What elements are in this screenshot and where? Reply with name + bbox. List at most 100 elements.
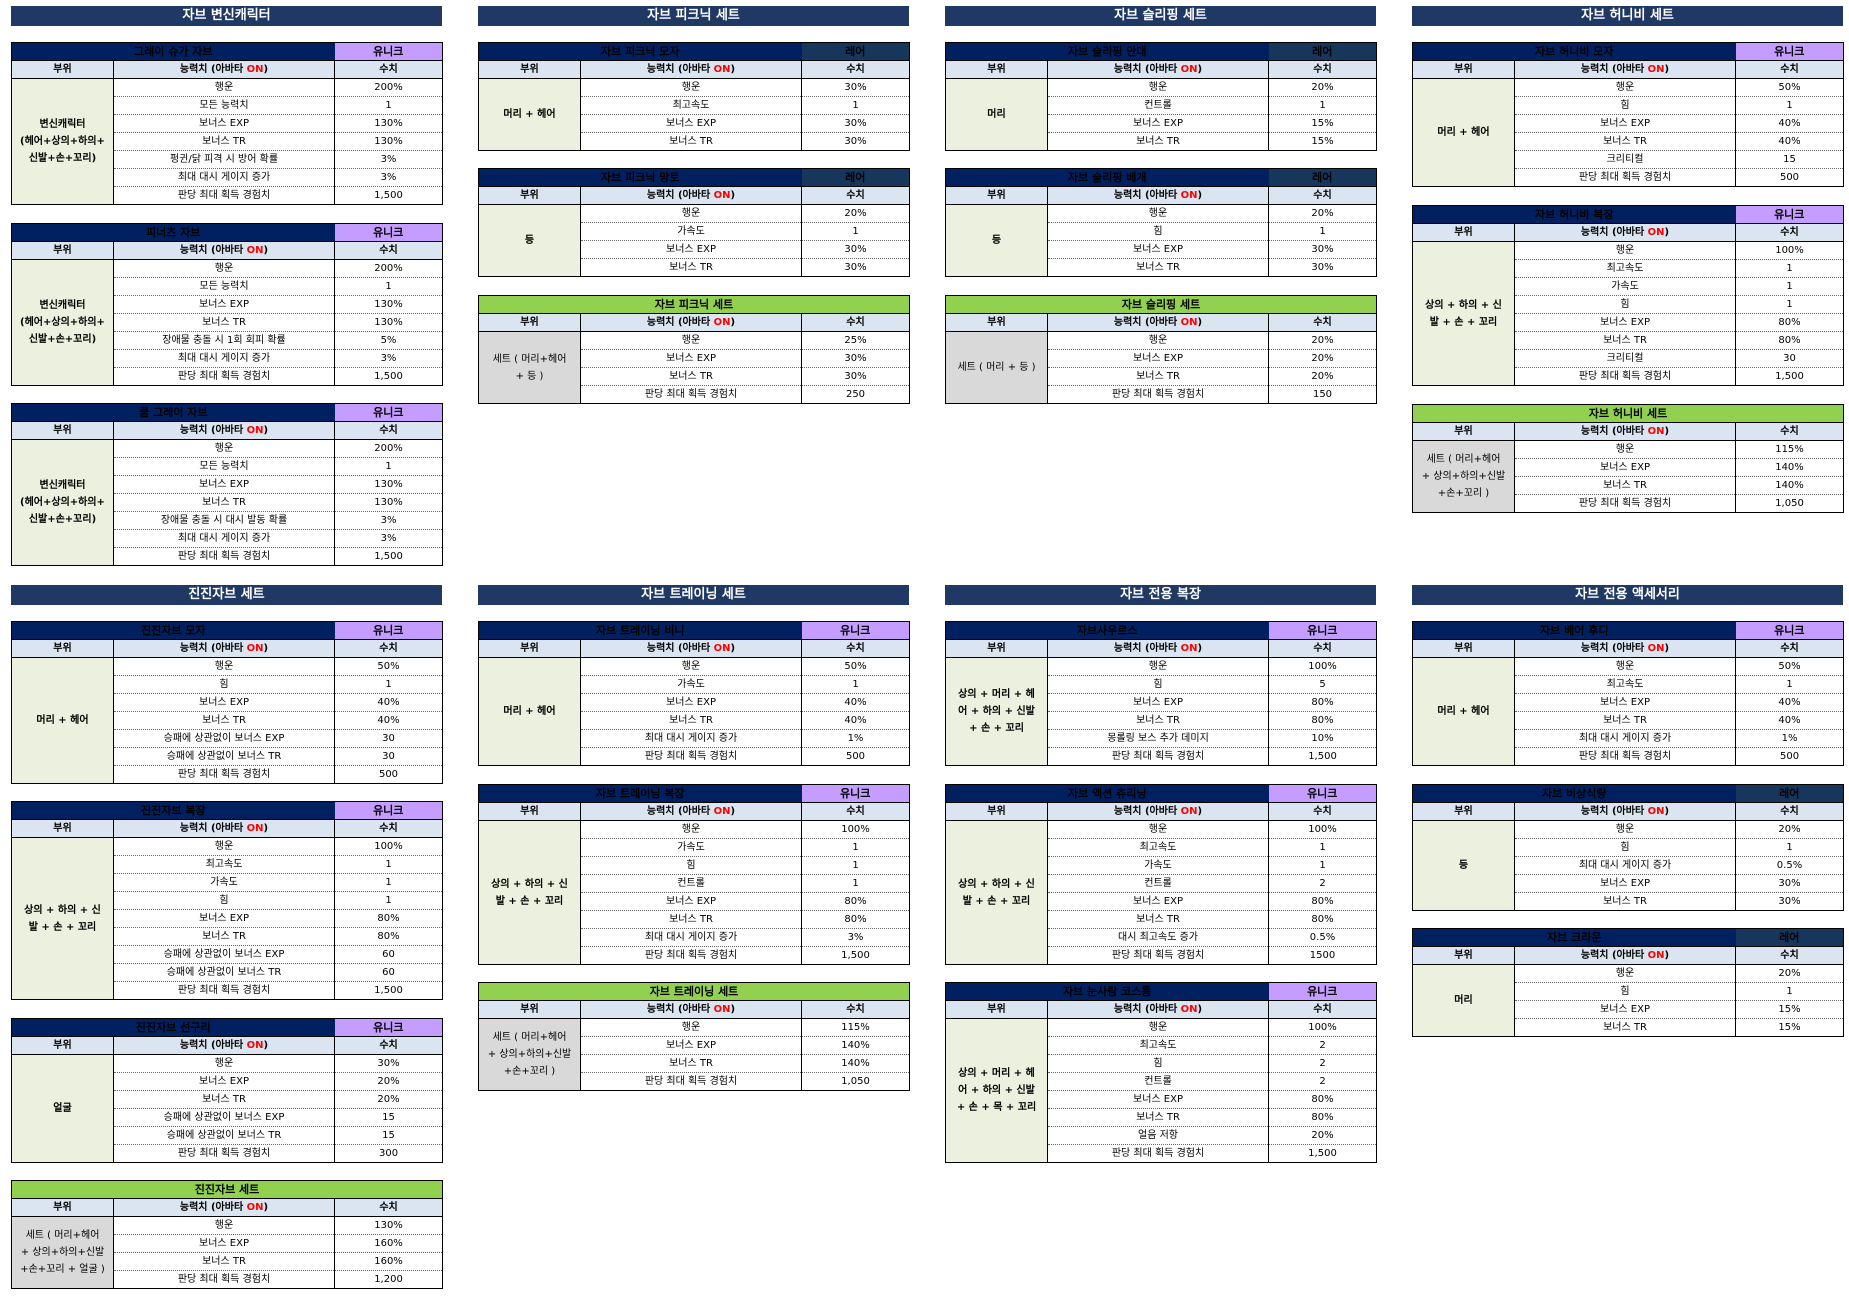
stat-name: 보너스 TR	[580, 711, 802, 730]
stat-header-suffix: )	[1197, 806, 1203, 817]
stat-value: 3%	[334, 529, 443, 548]
item-table: 자브 크라운 레어 부위 능력치 (아바타 ON) 수치 머리 행운 20% 힘 1 보너스 EXP…	[1412, 928, 1844, 1037]
stat-name: 보너스 TR	[1514, 892, 1736, 911]
stat-value: 30%	[1735, 874, 1844, 893]
stat-row: 보너스 EXP 20%	[12, 1072, 443, 1091]
stat-name: 장애물 충돌 시 대시 발동 확률	[113, 511, 336, 530]
stat-header-suffix: )	[1197, 64, 1203, 75]
stat-value: 3%	[801, 928, 910, 947]
avatar-on-label: ON	[246, 245, 264, 256]
value-header: 수치	[334, 639, 443, 658]
stat-name: 행운	[1514, 440, 1736, 459]
stat-value: 1	[1268, 222, 1377, 241]
stat-name: 보너스 EXP	[1514, 114, 1736, 133]
stat-name: 보너스 EXP	[113, 295, 335, 314]
stat-header: 능력치 (아바타 ON)	[113, 60, 335, 79]
stat-name: 보너스 TR	[113, 1090, 336, 1109]
grade-badge: 레어	[1268, 168, 1377, 187]
item-table: 자브 피크닉 모자 레어 부위 능력치 (아바타 ON) 수치 머리 + 헤어 행운 30% 최…	[478, 42, 910, 151]
stat-name: 판당 최대 획득 경험치	[580, 946, 802, 965]
section-title: 자브 전용 액세서리	[1412, 585, 1843, 605]
part-header: 부위	[11, 1198, 114, 1217]
stat-name: 보너스 EXP	[580, 240, 802, 259]
stat-value: 1	[1268, 96, 1377, 115]
stat-row: 펑귄/닭 피격 시 방어 확률 3%	[12, 150, 443, 169]
avatar-on-label: ON	[713, 806, 731, 817]
stat-row: 보너스 EXP 40%	[12, 693, 443, 712]
stat-row: 보너스 EXP 15%	[1413, 1000, 1844, 1019]
stat-row: 보너스 TR 30%	[479, 258, 910, 277]
stat-name: 행운	[1514, 964, 1736, 983]
stat-name: 보너스 EXP	[113, 1234, 335, 1253]
grade-badge: 유니크	[1268, 621, 1377, 640]
stat-name: 크리티컬	[1514, 349, 1736, 368]
part-header: 부위	[478, 639, 581, 658]
stat-name: 보너스 TR	[1514, 132, 1736, 151]
stat-header-prefix: 능력치 (아바타	[179, 245, 247, 256]
stat-row: 보너스 TR 20%	[12, 1090, 443, 1109]
stat-value: 130%	[334, 475, 443, 494]
stat-name: 컨트롤	[1047, 96, 1269, 115]
stat-value: 80%	[801, 910, 910, 929]
stat-name: 행운	[1047, 78, 1269, 97]
avatar-on-label: ON	[1180, 806, 1198, 817]
stat-header-prefix: 능력치 (아바타	[179, 425, 247, 436]
stat-row: 상의 + 머리 + 헤 어 + 하의 + 신발 + 손 + 꼬리 행운 100%	[945, 657, 1377, 766]
stat-header-suffix: )	[263, 425, 269, 436]
stat-value: 3%	[334, 511, 443, 530]
stat-value: 1,050	[1775, 498, 1804, 509]
stat-row: 보너스 EXP 80%	[1413, 313, 1844, 332]
stat-row: 보너스 EXP 40%	[1413, 114, 1844, 133]
stat-row: 세트 ( 머리+헤어 + 상의+하의+신발 +손+꼬리 ) 행운 115%	[478, 1018, 910, 1091]
grade-badge: 유니크	[334, 223, 443, 242]
stat-value: 1	[1735, 277, 1844, 296]
stat-value: 2	[1268, 1072, 1377, 1091]
stat-value: 5	[1268, 675, 1377, 694]
grade-badge: 레어	[1268, 42, 1377, 61]
stat-name: 행운	[580, 657, 802, 676]
stat-value: 1	[1735, 982, 1844, 1001]
stat-name: 보너스 EXP	[1514, 1000, 1736, 1019]
stat-header-suffix: )	[263, 64, 269, 75]
stat-value: 20%	[334, 1072, 443, 1091]
stat-header: 능력치 (아바타 ON)	[1047, 802, 1269, 821]
avatar-on-label: ON	[246, 425, 264, 436]
stat-name: 판당 최대 획득 경험치	[580, 1072, 802, 1091]
stat-header-prefix: 능력치 (아바타	[179, 1040, 247, 1051]
stat-row: 최고속도 1	[946, 838, 1377, 857]
stat-value: 80%	[1735, 313, 1844, 332]
stat-value: 2	[1268, 874, 1377, 893]
stat-row: 보너스 EXP 80%	[479, 892, 910, 911]
stat-value: 100%	[1268, 1018, 1377, 1037]
value-header: 수치	[1268, 1000, 1377, 1019]
stat-header-suffix: )	[1664, 643, 1670, 654]
stat-row: 상의 + 머리 + 헤 어 + 하의 + 신발 + 손 + 목 + 꼬리 행운 10…	[945, 1018, 1377, 1163]
stat-value: 2	[1268, 1054, 1377, 1073]
stat-name: 행운	[1514, 657, 1737, 676]
stat-name: 행운	[1047, 204, 1269, 223]
item-table: 자브 피크닉 망토 레어 부위 능력치 (아바타 ON) 수치 등 행운 20% 가속도 1 보너스…	[478, 168, 910, 277]
stat-name: 판당 최대 획득 경험치	[113, 367, 335, 386]
section-title: 자브 허니비 세트	[1412, 6, 1843, 26]
stat-value: 40%	[801, 693, 910, 712]
part-header: 부위	[478, 313, 581, 332]
stat-row: 머리 + 헤어 행운 50%	[478, 657, 910, 766]
stat-name: 보너스 TR	[1514, 331, 1736, 350]
stat-row: 보너스 TR 130%	[12, 313, 443, 332]
avatar-on-label: ON	[713, 643, 731, 654]
stat-row: 판당 최대 획득 경험치 1,050	[479, 1072, 910, 1091]
stat-row: 보너스 EXP 140%	[1413, 458, 1844, 477]
stat-header-prefix: 능력치 (아바타	[646, 643, 714, 654]
value-header: 수치	[334, 819, 443, 838]
value-header: 수치	[801, 60, 910, 79]
item-name: 자브 트레이닝 복장	[478, 784, 802, 803]
stat-value: 1,500	[374, 190, 403, 201]
stat-row: 판당 최대 획득 경험치 500	[1413, 747, 1844, 766]
stat-value: 50%	[801, 657, 910, 676]
part-cell: 세트 ( 머리+헤어 + 상의+하의+신발 +손+꼬리 )	[478, 1018, 581, 1091]
stat-row: 보너스 EXP 80%	[12, 909, 443, 928]
stat-header-prefix: 능력치 (아바타	[646, 64, 714, 75]
stat-header: 능력치 (아바타 ON)	[1514, 60, 1736, 79]
stat-name: 가속도	[580, 838, 802, 857]
